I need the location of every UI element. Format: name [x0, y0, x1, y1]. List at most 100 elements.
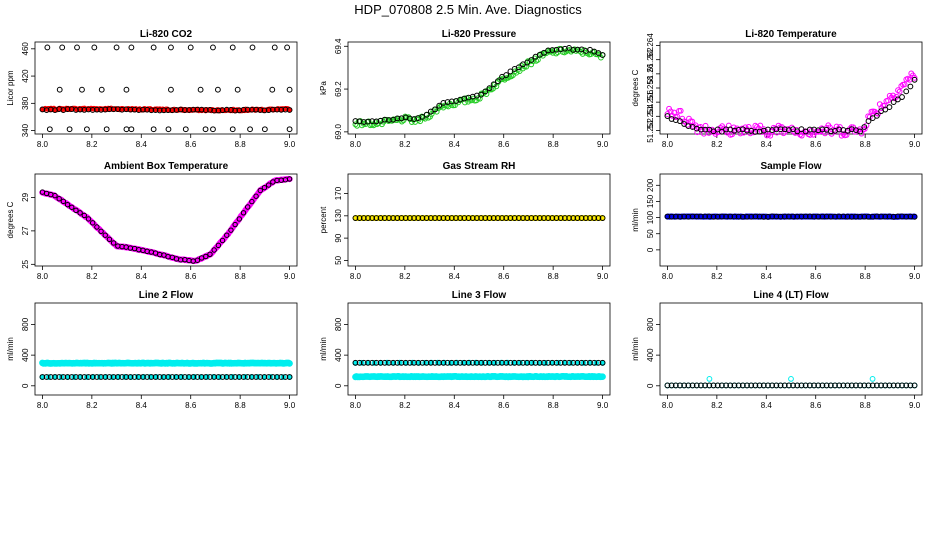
data-point — [819, 382, 826, 389]
data-point — [587, 359, 593, 366]
data-point — [553, 359, 560, 366]
data-point — [278, 106, 285, 113]
data-point — [731, 213, 738, 220]
y-tick-label: 90 — [334, 233, 343, 242]
data-point — [198, 106, 205, 113]
data-point — [840, 127, 847, 133]
x-tick-label: 8.0 — [37, 401, 49, 410]
panel-li-820-pressure: Li-820 Pressure 8.0 8.2 8.4 8.6 8.8 9.0 69.0 69.… — [319, 29, 611, 149]
x-tick-label: 8.4 — [761, 272, 773, 281]
y-tick-label: 29 — [21, 192, 30, 201]
x-tick-label: 8.0 — [662, 272, 674, 281]
data-point — [123, 106, 130, 113]
x-tick-label: 8.6 — [498, 401, 510, 410]
data-point — [110, 106, 117, 113]
data-point — [853, 382, 859, 389]
data-point — [474, 215, 480, 221]
data-point — [698, 126, 704, 133]
data-point — [131, 374, 138, 380]
data-point — [148, 374, 155, 380]
data-point — [524, 59, 531, 66]
data-point — [578, 359, 585, 366]
data-point — [448, 98, 455, 105]
data-point — [757, 122, 764, 129]
data-point — [478, 91, 484, 98]
data-point — [215, 374, 222, 380]
data-point — [240, 210, 247, 216]
x-tick-label: 9.0 — [597, 401, 609, 410]
data-point — [381, 215, 388, 221]
data-point — [873, 213, 880, 220]
data-point — [453, 215, 459, 221]
data-point — [186, 374, 192, 380]
data-point — [532, 215, 539, 221]
data-point — [244, 204, 251, 210]
data-point — [98, 374, 104, 380]
data-point — [822, 130, 828, 137]
data-point — [173, 107, 180, 113]
data-point — [249, 44, 256, 51]
data-point — [66, 126, 73, 133]
panel-title: Line 2 Flow — [139, 290, 194, 301]
data-point — [553, 46, 560, 53]
x-tick-label: 8.8 — [548, 272, 560, 281]
panel-ambient-box-temperature: Ambient Box Temperature 8.0 8.2 8.4 8.6 8.8 9.… — [6, 161, 298, 281]
data-point — [365, 215, 371, 221]
data-point — [106, 374, 113, 380]
data-point — [224, 232, 230, 238]
data-point — [869, 213, 876, 220]
data-point — [352, 121, 359, 128]
data-point — [465, 359, 472, 366]
data-point — [718, 128, 725, 135]
data-point — [423, 215, 430, 221]
data-point — [169, 107, 176, 114]
data-point — [253, 193, 259, 199]
data-point — [73, 207, 79, 214]
y-axis-label: ml/min — [319, 337, 328, 361]
data-point — [432, 106, 438, 113]
data-point — [595, 359, 602, 366]
data-point — [685, 382, 692, 389]
data-point — [98, 106, 104, 113]
data-point — [469, 359, 476, 366]
data-point — [406, 359, 413, 366]
plot-frame — [34, 302, 298, 396]
data-point — [718, 213, 725, 220]
x-tick-label: 8.4 — [136, 401, 148, 410]
data-point — [110, 374, 117, 380]
data-point — [232, 107, 239, 114]
data-point — [727, 213, 734, 220]
data-point — [781, 382, 788, 389]
data-point — [752, 382, 759, 389]
data-point — [236, 374, 243, 380]
data-point — [869, 376, 876, 382]
data-point — [377, 215, 384, 221]
data-point — [419, 359, 426, 366]
data-point — [394, 359, 401, 366]
data-point — [798, 132, 805, 139]
data-point — [436, 359, 443, 366]
data-point — [823, 213, 830, 220]
x-tick-label: 9.0 — [909, 140, 921, 149]
data-point — [440, 359, 447, 366]
data-point — [77, 210, 83, 216]
data-point — [47, 374, 54, 380]
data-point — [545, 215, 552, 221]
data-point — [210, 126, 216, 133]
panel-line-2-flow: Line 2 Flow 8.0 8.2 8.4 8.6 8.8 9.0 0 400 800 ml/m… — [6, 290, 298, 410]
y-tick-label: 340 — [21, 123, 30, 137]
plot-frame — [347, 302, 611, 396]
x-tick-label: 8.6 — [810, 140, 822, 149]
data-point — [369, 359, 376, 366]
data-point — [64, 374, 71, 380]
data-point — [269, 106, 276, 113]
y-tick-label: 50 — [646, 229, 655, 238]
data-point — [257, 107, 264, 113]
data-point — [286, 107, 293, 113]
data-point — [81, 374, 88, 380]
data-point — [257, 187, 263, 194]
x-tick-label: 9.0 — [284, 140, 296, 149]
data-point — [714, 382, 721, 389]
data-point — [93, 106, 100, 113]
data-point — [911, 74, 918, 81]
